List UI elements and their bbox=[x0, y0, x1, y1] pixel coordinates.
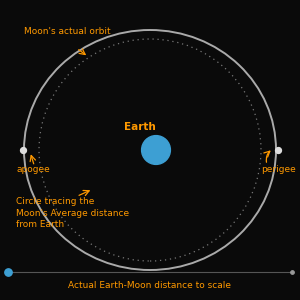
Text: Actual Earth-Moon distance to scale: Actual Earth-Moon distance to scale bbox=[68, 281, 232, 290]
Text: perigee: perigee bbox=[261, 165, 296, 174]
Circle shape bbox=[142, 136, 170, 164]
Point bbox=[275, 148, 280, 152]
Text: Moon's actual orbit: Moon's actual orbit bbox=[24, 27, 111, 36]
Text: apogee: apogee bbox=[16, 165, 50, 174]
Text: Earth: Earth bbox=[124, 122, 155, 133]
Point bbox=[6, 270, 11, 275]
Point bbox=[20, 148, 25, 152]
Text: Circle tracing the
Moon's Average distance
from Earth: Circle tracing the Moon's Average distan… bbox=[16, 197, 130, 229]
Point bbox=[289, 270, 294, 275]
